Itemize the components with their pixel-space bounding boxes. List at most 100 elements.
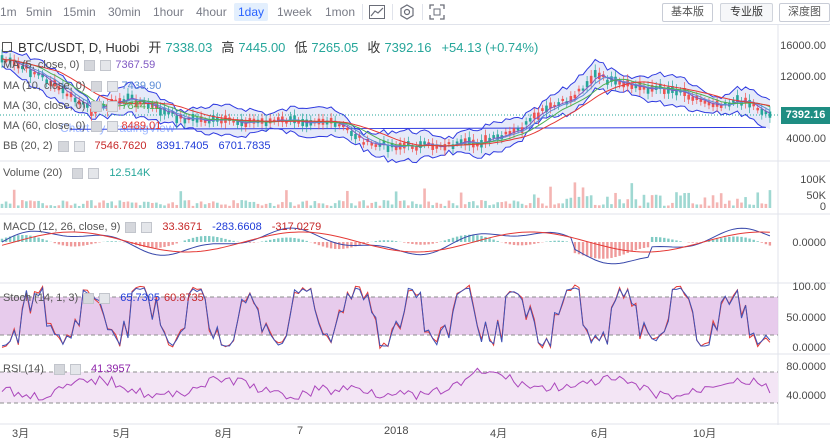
candle-body — [569, 96, 573, 102]
volume-bar — [496, 202, 500, 208]
volume-bar — [488, 205, 491, 208]
timeframe-5min[interactable]: 5min — [26, 5, 53, 19]
chart-canvas[interactable] — [0, 25, 830, 438]
date-axis-label: 3月 — [12, 428, 30, 438]
volume-bar — [549, 186, 552, 208]
bb-remove-icon[interactable] — [73, 140, 85, 152]
volume-settings-icon[interactable] — [72, 167, 84, 179]
macd-remove-icon[interactable] — [141, 221, 153, 233]
settings-icon[interactable] — [397, 3, 417, 21]
volume-bar — [532, 194, 536, 208]
volume-bar — [654, 194, 658, 208]
ma60-remove-icon[interactable] — [106, 120, 118, 132]
indicator-icon[interactable] — [367, 3, 387, 21]
macd-histogram-bar — [289, 237, 292, 242]
macd-histogram-bar — [110, 241, 113, 242]
volume-bar — [106, 202, 109, 208]
stoch-d-value: 60.8735 — [163, 292, 204, 304]
macd-histogram-bar — [577, 242, 581, 255]
candle-body — [33, 72, 36, 75]
macd-histogram-bar — [764, 242, 768, 245]
volume-remove-icon[interactable] — [88, 167, 100, 179]
volume-bar — [126, 201, 130, 208]
volume-bar — [520, 203, 524, 208]
stoch-remove-icon[interactable] — [99, 292, 111, 304]
volume-bar — [723, 203, 727, 208]
timeframe-1week[interactable]: 1week — [277, 5, 312, 19]
menu-icon[interactable] — [2, 42, 12, 52]
macd-histogram-bar — [382, 240, 386, 242]
volume-bar — [57, 205, 61, 208]
volume-bar — [61, 200, 65, 208]
macd-histogram-bar — [334, 242, 337, 249]
macd-histogram-bar — [57, 242, 61, 245]
ma30-legend: MA (30, close, 0) 7844.11 — [3, 100, 161, 112]
volume-bar — [159, 204, 162, 208]
volume-bar — [699, 204, 703, 208]
candle-body — [459, 139, 463, 144]
ma10-remove-icon[interactable] — [106, 80, 118, 92]
rsi-value: 41.3957 — [90, 363, 131, 375]
volume-bar — [439, 203, 443, 208]
rsi-settings-icon[interactable] — [53, 363, 65, 375]
macd-histogram-bar — [720, 238, 723, 242]
ma30-remove-icon[interactable] — [106, 100, 118, 112]
macd-histogram-bar — [61, 242, 65, 246]
basic-version-button[interactable]: 基本版 — [662, 3, 713, 22]
timeframe-1hour[interactable]: 1hour — [153, 5, 184, 19]
volume-bar — [675, 192, 678, 208]
candle-body — [508, 131, 512, 136]
timeframe-1m[interactable]: 1m — [0, 5, 17, 19]
timeframe-30min[interactable]: 30min — [108, 5, 141, 19]
timeframe-1day[interactable]: 1day — [234, 3, 269, 21]
volume-bar — [679, 195, 682, 208]
price-axis-label: 12000.00 — [780, 71, 826, 83]
candle-body — [553, 104, 556, 108]
ma10-settings-icon[interactable] — [90, 80, 102, 92]
rsi-remove-icon[interactable] — [69, 363, 81, 375]
ma60-settings-icon[interactable] — [90, 120, 102, 132]
volume-bar — [662, 205, 666, 208]
volume-bar — [102, 200, 105, 208]
volume-bar — [427, 201, 430, 208]
timeframe-15min[interactable]: 15min — [63, 5, 96, 19]
macd-settings-icon[interactable] — [125, 221, 137, 233]
ma5-settings-icon[interactable] — [84, 59, 96, 71]
ma30-settings-icon[interactable] — [90, 100, 102, 112]
toolbar-divider — [422, 4, 423, 20]
stoch-title: Stoch (14, 1, 3) — [3, 292, 79, 304]
candle-body — [358, 135, 361, 138]
macd-histogram-bar — [590, 242, 593, 258]
macd-histogram-bar — [598, 242, 601, 259]
macd-histogram-bar — [740, 236, 743, 242]
stoch-settings-icon[interactable] — [83, 292, 95, 304]
depth-chart-button[interactable]: 深度图 — [779, 3, 830, 22]
timeframe-4hour[interactable]: 4hour — [196, 5, 227, 19]
close-label: 收 — [367, 40, 381, 55]
volume-bar — [500, 202, 504, 208]
volume-bar — [211, 201, 215, 208]
date-axis-label: 5月 — [113, 428, 131, 438]
volume-bar — [565, 198, 569, 208]
bb-settings-icon[interactable] — [57, 140, 69, 152]
volume-bar — [151, 202, 154, 208]
macd-histogram-bar — [216, 237, 219, 242]
volume-bar — [21, 200, 24, 208]
macd-histogram-bar — [496, 240, 499, 242]
macd-histogram-bar — [533, 242, 536, 244]
candle-body — [589, 75, 593, 84]
high-value: 7445.00 — [238, 40, 286, 55]
fullscreen-icon[interactable] — [427, 3, 447, 21]
candle-body — [484, 135, 487, 143]
ma5-remove-icon[interactable] — [100, 59, 112, 71]
macd-histogram-bar — [447, 239, 451, 242]
volume-bar — [504, 201, 508, 208]
candle-body — [597, 72, 601, 79]
timeframe-1mon[interactable]: 1mon — [325, 5, 356, 19]
volume-bar — [411, 201, 414, 208]
stoch-axis-label: 100.00 — [792, 281, 826, 293]
candle-body — [435, 144, 439, 149]
volume-bar — [415, 203, 418, 208]
macd-histogram-bar — [711, 240, 715, 242]
pro-version-button[interactable]: 专业版 — [720, 3, 773, 22]
